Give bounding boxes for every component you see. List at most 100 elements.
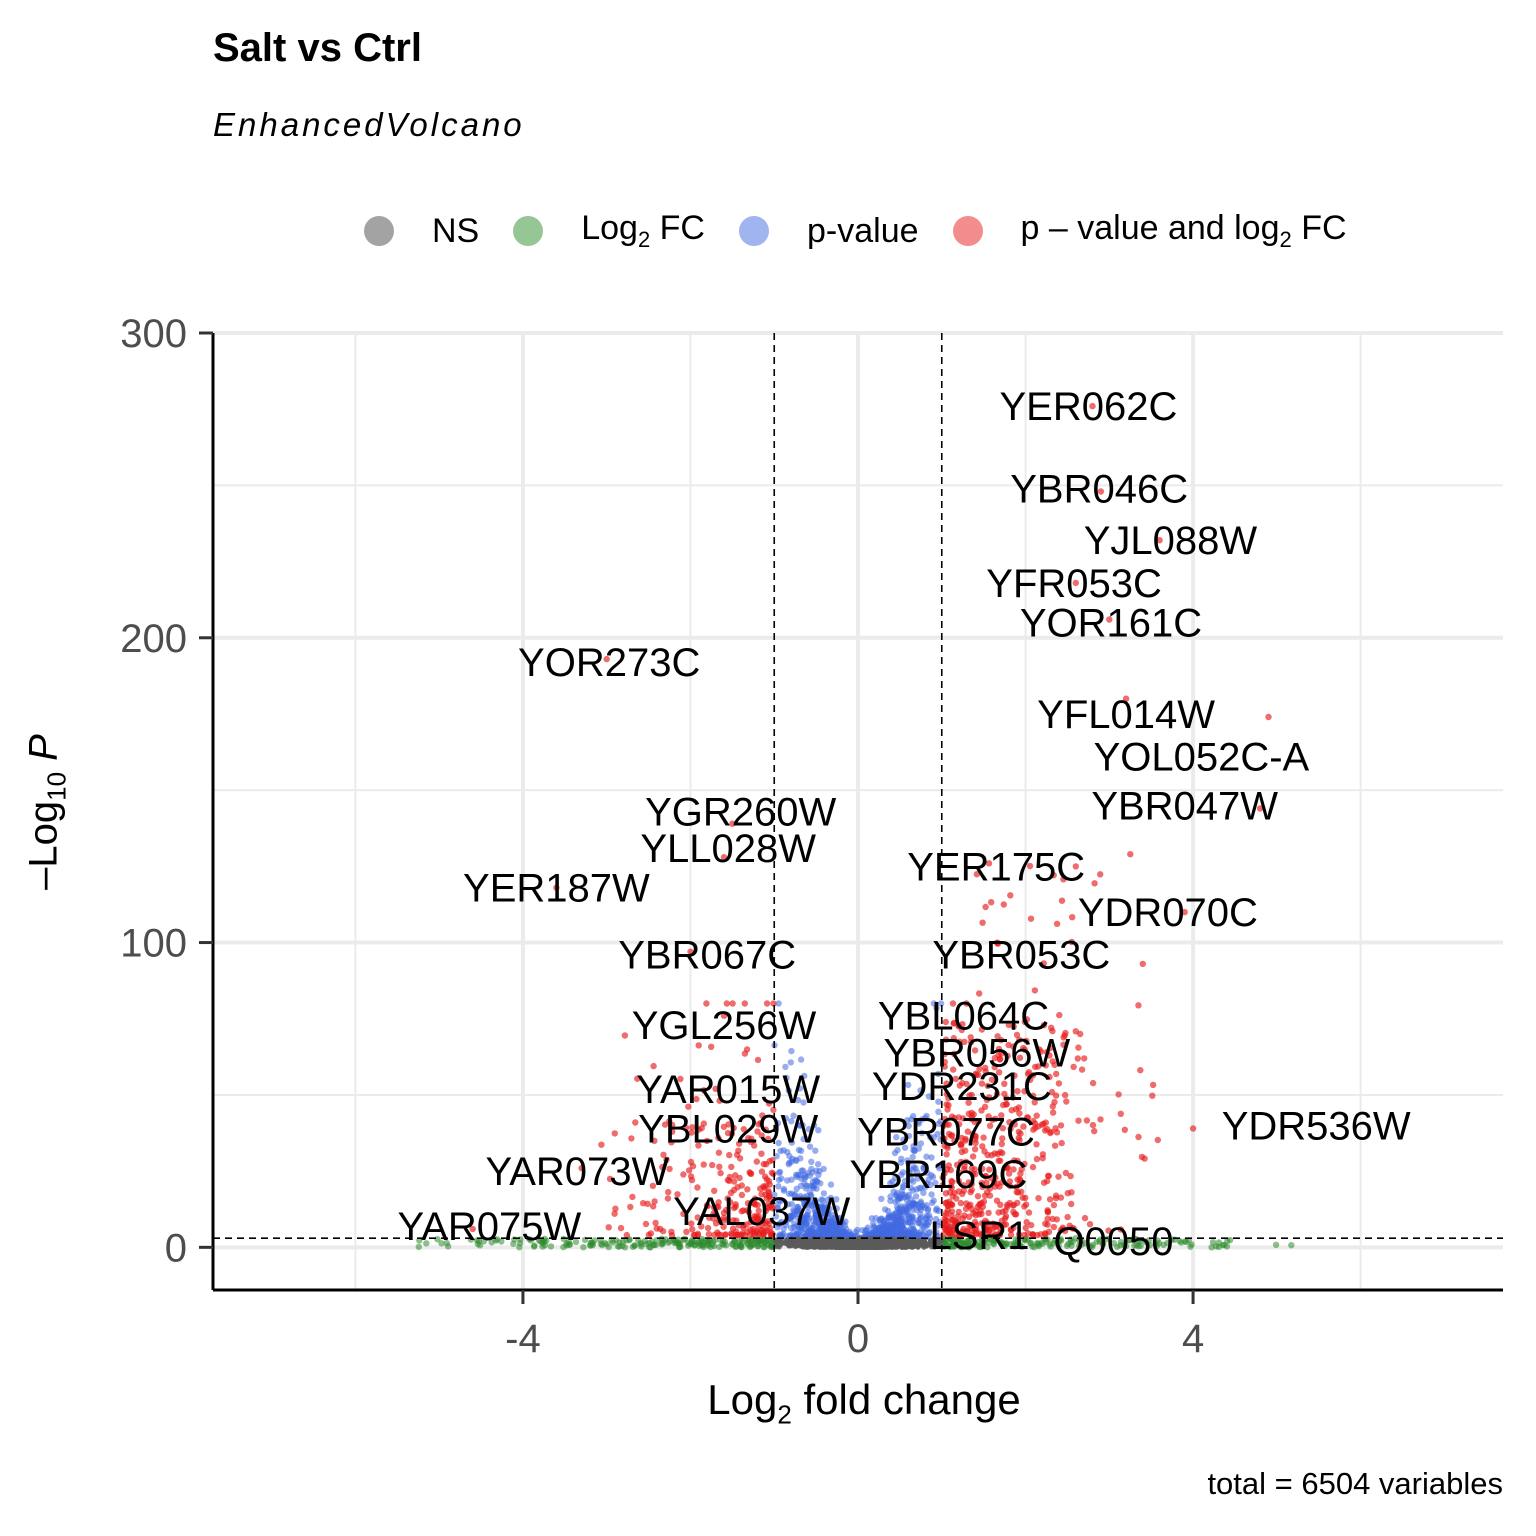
data-point [1053, 1070, 1060, 1078]
data-point [1141, 1155, 1148, 1162]
data-point [747, 1226, 754, 1233]
data-point [1051, 1061, 1058, 1069]
data-point [982, 1064, 989, 1072]
data-point [1052, 1092, 1060, 1099]
data-point [649, 1182, 657, 1190]
data-point [941, 1115, 949, 1123]
data-point [994, 939, 1001, 947]
data-point [928, 1191, 935, 1198]
data-point [1050, 1240, 1057, 1247]
data-point [963, 1238, 970, 1245]
data-point [1007, 1231, 1015, 1239]
data-point [598, 1141, 605, 1148]
data-point [791, 1191, 799, 1198]
data-point [915, 1145, 922, 1152]
data-point [997, 1148, 1004, 1156]
data-point [903, 1117, 911, 1124]
data-point [896, 1224, 904, 1231]
data-point [1091, 1127, 1098, 1135]
data-point [941, 1058, 948, 1066]
data-point [764, 1135, 772, 1143]
data-point [905, 1081, 912, 1089]
data-point [1050, 1223, 1058, 1231]
data-point [669, 1128, 676, 1135]
data-point [904, 1157, 911, 1164]
data-point [969, 1227, 976, 1235]
data-point [720, 1214, 728, 1222]
data-point [812, 1147, 819, 1154]
data-point [765, 1200, 772, 1208]
point-label: YFR053C [986, 562, 1162, 606]
data-point [995, 1209, 1002, 1216]
data-point [1021, 1160, 1028, 1168]
data-point [729, 1000, 736, 1007]
data-point [727, 1189, 735, 1197]
data-point [650, 1203, 657, 1210]
data-point [1019, 1194, 1026, 1201]
data-point [756, 1231, 763, 1238]
data-point [1077, 1030, 1084, 1038]
data-point [915, 1217, 922, 1224]
data-point [1081, 1214, 1089, 1222]
data-point [726, 1177, 733, 1185]
data-point [1020, 1044, 1027, 1052]
data-point [1087, 1243, 1094, 1250]
data-point [1001, 1080, 1008, 1088]
caption: total = 6504 variables [1207, 1466, 1503, 1501]
data-point [949, 1178, 956, 1186]
data-point [800, 1215, 807, 1223]
data-point [1288, 1242, 1295, 1249]
data-point [920, 1223, 927, 1231]
data-point [946, 1198, 953, 1205]
data-point [1008, 1107, 1015, 1114]
data-point [1047, 1128, 1055, 1136]
data-point [712, 1220, 720, 1227]
data-point [1029, 1092, 1037, 1100]
data-point [757, 1119, 764, 1127]
data-point [1012, 1240, 1020, 1247]
data-point [1002, 1221, 1010, 1228]
data-point [961, 1038, 968, 1046]
data-point [921, 1184, 929, 1191]
data-point [928, 1239, 934, 1245]
data-point [572, 1238, 580, 1246]
data-point [959, 1115, 967, 1122]
data-point [717, 1169, 724, 1177]
data-point [978, 1243, 985, 1251]
data-point [774, 1120, 782, 1127]
point-label: YDR231C [872, 1065, 1052, 1109]
data-point [815, 1127, 822, 1134]
data-point [983, 1226, 990, 1233]
data-point [796, 1172, 804, 1179]
data-point [651, 1198, 658, 1205]
data-point [720, 1223, 727, 1230]
data-point [1064, 1213, 1071, 1221]
data-point [917, 1087, 924, 1094]
data-point [927, 1181, 934, 1189]
data-point [806, 1189, 814, 1196]
data-point [903, 1205, 910, 1212]
data-point [751, 1142, 758, 1149]
data-point [945, 1121, 952, 1128]
data-point [1062, 1169, 1070, 1177]
data-point [894, 1241, 900, 1247]
data-point [1142, 1238, 1149, 1246]
data-point [910, 1143, 917, 1150]
x-axis-label: Log2 fold change [707, 1376, 1021, 1430]
data-point [1020, 1123, 1027, 1130]
data-point [761, 1243, 768, 1251]
data-point [965, 1099, 972, 1106]
data-point [728, 1231, 735, 1238]
data-point [423, 1240, 430, 1247]
data-point [837, 1226, 844, 1234]
data-point [943, 1151, 950, 1158]
data-point [732, 1172, 739, 1179]
data-point [998, 1036, 1005, 1044]
data-point [516, 1240, 524, 1247]
data-point [1004, 1164, 1011, 1171]
data-point [725, 1121, 732, 1128]
data-point [735, 1222, 742, 1229]
data-point [791, 1241, 797, 1247]
data-point [991, 1054, 998, 1062]
